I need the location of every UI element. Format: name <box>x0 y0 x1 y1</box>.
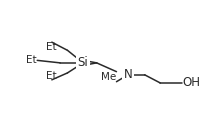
Text: Me: Me <box>101 72 117 82</box>
Text: N: N <box>123 68 132 81</box>
Text: Et: Et <box>46 42 57 52</box>
Text: OH: OH <box>182 76 200 89</box>
Text: Et: Et <box>26 55 36 65</box>
Text: Si: Si <box>78 56 88 69</box>
Text: Et: Et <box>46 71 57 81</box>
